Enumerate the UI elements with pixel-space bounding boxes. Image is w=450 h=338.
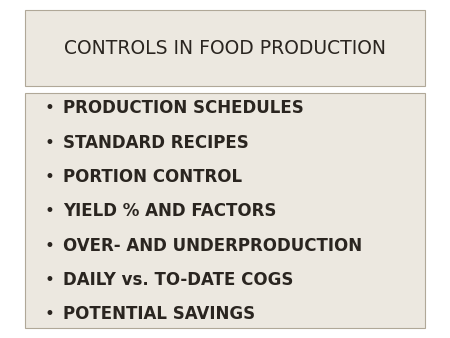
Text: POTENTIAL SAVINGS: POTENTIAL SAVINGS [63, 305, 255, 323]
Text: •: • [45, 237, 54, 255]
Text: PORTION CONTROL: PORTION CONTROL [63, 168, 242, 186]
Text: STANDARD RECIPES: STANDARD RECIPES [63, 134, 249, 151]
Text: •: • [45, 134, 54, 151]
Text: •: • [45, 99, 54, 117]
Text: CONTROLS IN FOOD PRODUCTION: CONTROLS IN FOOD PRODUCTION [64, 39, 386, 58]
Text: •: • [45, 271, 54, 289]
Bar [25, 10, 425, 86]
Text: YIELD % AND FACTORS: YIELD % AND FACTORS [63, 202, 276, 220]
Text: PRODUCTION SCHEDULES: PRODUCTION SCHEDULES [63, 99, 304, 117]
Text: •: • [45, 168, 54, 186]
Text: OVER- AND UNDERPRODUCTION: OVER- AND UNDERPRODUCTION [63, 237, 362, 255]
Text: DAILY vs. TO-DATE COGS: DAILY vs. TO-DATE COGS [63, 271, 293, 289]
Text: •: • [45, 305, 54, 323]
Text: •: • [45, 202, 54, 220]
Bar [25, 93, 425, 328]
